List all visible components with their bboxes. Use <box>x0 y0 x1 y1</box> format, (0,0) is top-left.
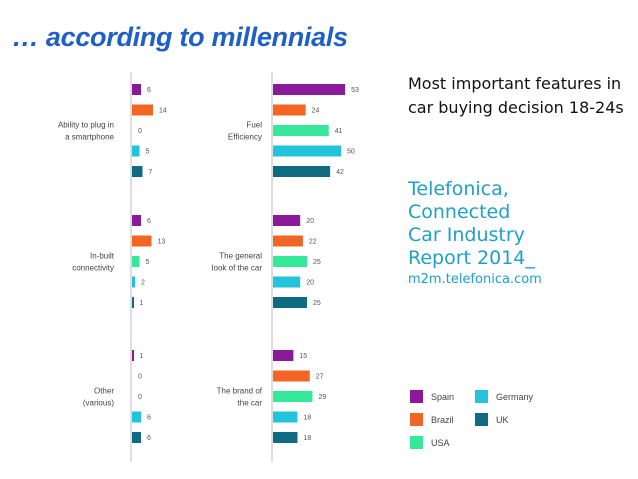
slide-title: … according to millennials <box>12 22 348 52</box>
source-citation: Telefonica, Connected Car Industry Repor… <box>408 178 628 289</box>
legend-swatch-germany <box>475 390 488 403</box>
category-label: Efficiency <box>228 133 262 142</box>
bar-fuel-efficiency-usa <box>273 125 329 136</box>
bar-the-general-look-of-the-car-brazil <box>273 235 303 247</box>
bar-other-various-germany <box>132 411 141 423</box>
bar-ability-to-plug-in-a-smartphone-germany <box>132 145 140 157</box>
bar-the-general-look-of-the-car-germany <box>273 276 301 288</box>
bar-fuel-efficiency-spain <box>273 84 346 95</box>
data-label: 1 <box>140 353 144 360</box>
legend-label-uk: UK <box>496 415 509 425</box>
bar-in-built-connectivity-brazil <box>132 235 152 247</box>
legend-swatch-usa <box>410 436 423 449</box>
category-label: Other <box>94 387 114 396</box>
legend-label-spain: Spain <box>431 392 454 402</box>
data-label: 6 <box>147 218 151 225</box>
data-label: 6 <box>147 435 151 442</box>
source-line: Report 2014_ <box>408 247 535 269</box>
category-label: a smartphone <box>65 133 114 142</box>
category-label: Ability to plug in <box>58 121 114 130</box>
data-label: 25 <box>313 259 321 266</box>
bar-the-brand-of-the-car-spain <box>273 350 294 361</box>
data-label: 41 <box>335 128 343 135</box>
bar-the-general-look-of-the-car-usa <box>273 256 307 267</box>
category-label: look of the car <box>212 264 263 273</box>
bar-the-brand-of-the-car-brazil <box>273 370 310 382</box>
data-label: 53 <box>351 87 359 94</box>
data-label: 0 <box>138 374 142 381</box>
source-line: Telefonica, <box>408 178 509 200</box>
bar-in-built-connectivity-uk <box>132 297 134 308</box>
bar-ability-to-plug-in-a-smartphone-spain <box>132 84 141 95</box>
data-label: 1 <box>140 300 144 307</box>
data-label: 29 <box>318 394 326 401</box>
data-label: 6 <box>147 415 151 422</box>
bar-the-brand-of-the-car-uk <box>273 432 298 443</box>
bar-ability-to-plug-in-a-smartphone-brazil <box>132 104 153 116</box>
category-label: (various) <box>83 399 114 408</box>
category-label: The general <box>219 252 262 261</box>
data-label: 22 <box>309 239 317 246</box>
data-label: 6 <box>147 87 151 94</box>
legend-swatch-spain <box>410 390 423 403</box>
data-label: 0 <box>138 128 142 135</box>
bar-other-various-uk <box>132 432 141 443</box>
source-line: Car Industry <box>408 224 525 246</box>
bar-in-built-connectivity-spain <box>132 215 141 226</box>
bar-in-built-connectivity-germany <box>132 276 135 288</box>
data-label: 50 <box>347 149 355 156</box>
bar-the-general-look-of-the-car-uk <box>273 297 307 308</box>
data-label: 13 <box>158 239 166 246</box>
bar-fuel-efficiency-germany <box>273 145 341 157</box>
data-label: 2 <box>141 280 145 287</box>
bar-the-brand-of-the-car-germany <box>273 411 298 423</box>
data-label: 0 <box>138 394 142 401</box>
data-label: 20 <box>306 218 314 225</box>
bar-ability-to-plug-in-a-smartphone-uk <box>132 166 143 177</box>
category-label: Fuel <box>246 121 262 130</box>
source-line: Connected <box>408 201 511 223</box>
data-label: 20 <box>306 280 314 287</box>
bar-fuel-efficiency-uk <box>273 166 331 177</box>
data-label: 5 <box>146 149 150 156</box>
legend-label-usa: USA <box>431 438 450 448</box>
data-label: 18 <box>303 435 311 442</box>
data-label: 42 <box>336 169 344 176</box>
data-label: 5 <box>146 259 150 266</box>
category-label: connectivity <box>72 264 114 273</box>
data-label: 15 <box>299 353 307 360</box>
bar-other-various-spain <box>132 350 134 361</box>
legend-label-germany: Germany <box>496 392 534 402</box>
legend-label-brazil: Brazil <box>431 415 454 425</box>
data-label: 25 <box>313 300 321 307</box>
legend-swatch-brazil <box>410 413 423 426</box>
data-label: 7 <box>149 169 153 176</box>
category-label: The brand of <box>217 387 263 396</box>
bar-fuel-efficiency-brazil <box>273 104 306 116</box>
category-label: In-built <box>90 252 115 261</box>
data-label: 14 <box>159 108 167 115</box>
legend-swatch-uk <box>475 413 488 426</box>
data-label: 27 <box>316 374 324 381</box>
category-label: the car <box>238 399 263 408</box>
data-label: 18 <box>303 415 311 422</box>
source-url: m2m.telefonica.com <box>408 272 542 287</box>
bar-the-general-look-of-the-car-spain <box>273 215 301 226</box>
chart-heading: Most important features in car buying de… <box>408 74 624 117</box>
data-label: 24 <box>312 108 320 115</box>
bar-in-built-connectivity-usa <box>132 256 140 267</box>
bar-the-brand-of-the-car-usa <box>273 391 313 402</box>
